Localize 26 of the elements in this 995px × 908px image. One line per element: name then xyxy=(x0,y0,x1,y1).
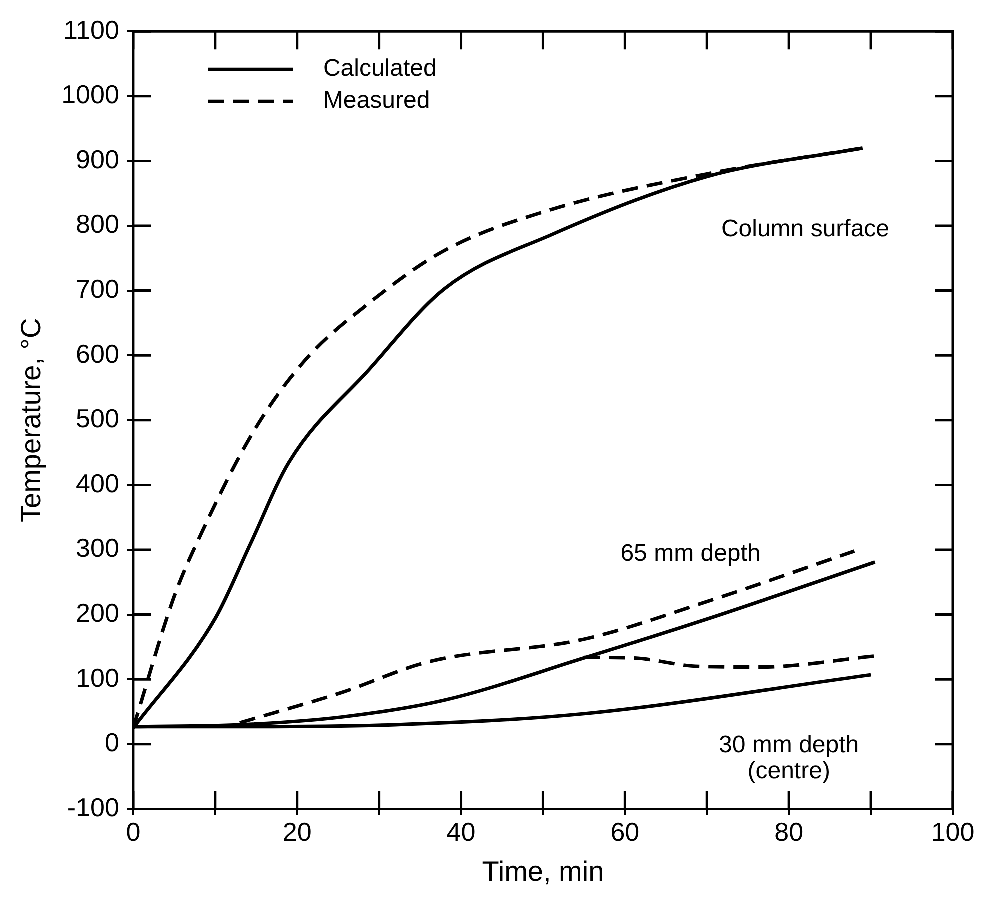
annotation: Column surface xyxy=(721,216,890,243)
y-tick-label: 0 xyxy=(104,728,120,758)
x-tick-label: 40 xyxy=(446,816,476,847)
y-tick-label: 600 xyxy=(76,338,120,369)
y-tick-label: 1100 xyxy=(64,14,120,45)
y-tick-label: 700 xyxy=(76,274,120,304)
y-tick-label: -100 xyxy=(67,792,120,822)
x-tick-label: 20 xyxy=(282,816,312,847)
x-tick-label: 100 xyxy=(931,816,975,847)
y-tick-label: 900 xyxy=(76,144,120,174)
y-tick-label: 500 xyxy=(76,404,120,434)
y-axis-title: Temperature, °C xyxy=(16,318,47,522)
legend-label: Calculated xyxy=(323,55,437,82)
y-tick-label: 100 xyxy=(76,662,120,693)
y-tick-label: 200 xyxy=(76,598,120,628)
x-tick-label: 60 xyxy=(610,816,640,847)
x-tick-label: 80 xyxy=(774,816,804,847)
y-tick-label: 1000 xyxy=(62,80,120,110)
legend-label: Measured xyxy=(323,87,430,114)
y-tick-label: 800 xyxy=(76,209,120,240)
x-tick-label: 0 xyxy=(126,816,141,847)
y-tick-label: 300 xyxy=(76,533,120,564)
x-axis-title: Time, min xyxy=(482,856,604,887)
y-tick-label: 400 xyxy=(76,468,120,498)
annotation: 65 mm depth xyxy=(620,540,761,567)
annotation: 30 mm depth (centre) xyxy=(719,731,860,784)
